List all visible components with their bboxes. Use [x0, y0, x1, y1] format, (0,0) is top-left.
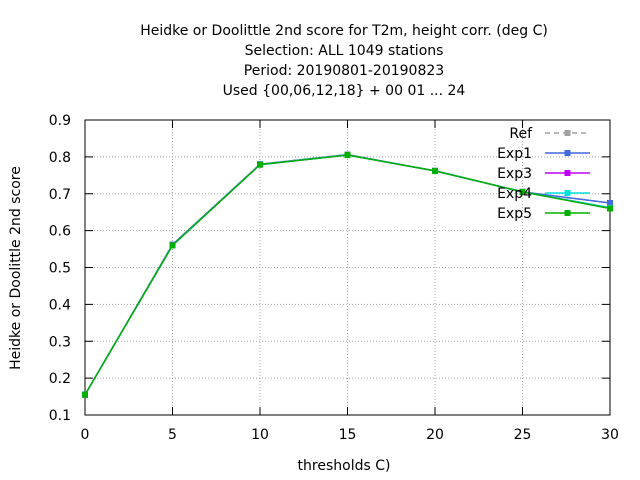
- data-point-exp5: [432, 167, 438, 174]
- y-tick-label: 0.8: [49, 150, 71, 166]
- legend-marker: [564, 190, 571, 196]
- title-line: Heidke or Doolittle 2nd score for T2m, h…: [140, 23, 548, 39]
- grid: [85, 120, 610, 415]
- axis-ticks: 0 5 10 15 20 25 30 0.1 0.2 0.3 0.4 0.5 0.6 0.7 0.8 0.9: [49, 113, 619, 443]
- y-tick-label: 0.2: [49, 371, 71, 387]
- x-tick-label: 20: [426, 427, 444, 443]
- title-line: Used {00,06,12,18} + 00 01 ... 24: [223, 83, 466, 99]
- y-axis-label: Heidke or Doolittle 2nd score: [8, 166, 24, 370]
- x-tick-label: 15: [339, 427, 357, 443]
- chart-title: Heidke or Doolittle 2nd score for T2m, h…: [140, 23, 548, 99]
- legend-label: Exp1: [497, 146, 532, 162]
- legend-label: Exp4: [497, 186, 532, 202]
- legend-marker: [564, 210, 571, 216]
- y-tick-label: 0.3: [49, 334, 71, 350]
- series-lines: [82, 151, 613, 398]
- legend-marker: [564, 150, 571, 156]
- y-tick-label: 0.7: [49, 187, 71, 203]
- y-tick-label: 0.1: [49, 408, 71, 424]
- legend-label: Ref: [509, 126, 533, 142]
- x-tick-label: 30: [601, 427, 619, 443]
- title-line: Period: 20190801-20190823: [244, 63, 444, 79]
- x-tick-label: 10: [251, 427, 269, 443]
- x-tick-label: 25: [514, 427, 532, 443]
- x-tick-label: 5: [168, 427, 177, 443]
- data-point-exp5: [82, 391, 88, 398]
- legend-label: Exp3: [497, 166, 532, 182]
- title-line: Selection: ALL 1049 stations: [245, 43, 444, 59]
- y-tick-label: 0.4: [49, 297, 71, 313]
- data-point-exp5: [344, 152, 351, 159]
- legend-marker: [564, 130, 571, 136]
- x-tick-label: 0: [81, 427, 90, 443]
- legend-label: Exp5: [497, 206, 532, 222]
- data-point-exp5: [607, 205, 613, 212]
- data-point-exp5: [519, 188, 526, 195]
- y-tick-label: 0.5: [49, 261, 71, 277]
- data-point-exp1: [607, 199, 613, 206]
- x-axis-label: thresholds C): [298, 458, 391, 474]
- legend: Ref Exp1 Exp3 Exp4 Exp5: [497, 126, 590, 222]
- y-tick-label: 0.9: [49, 113, 71, 129]
- data-point-exp5: [257, 161, 263, 168]
- y-tick-label: 0.6: [49, 224, 71, 240]
- data-point-exp5: [169, 242, 176, 249]
- legend-marker: [564, 170, 571, 176]
